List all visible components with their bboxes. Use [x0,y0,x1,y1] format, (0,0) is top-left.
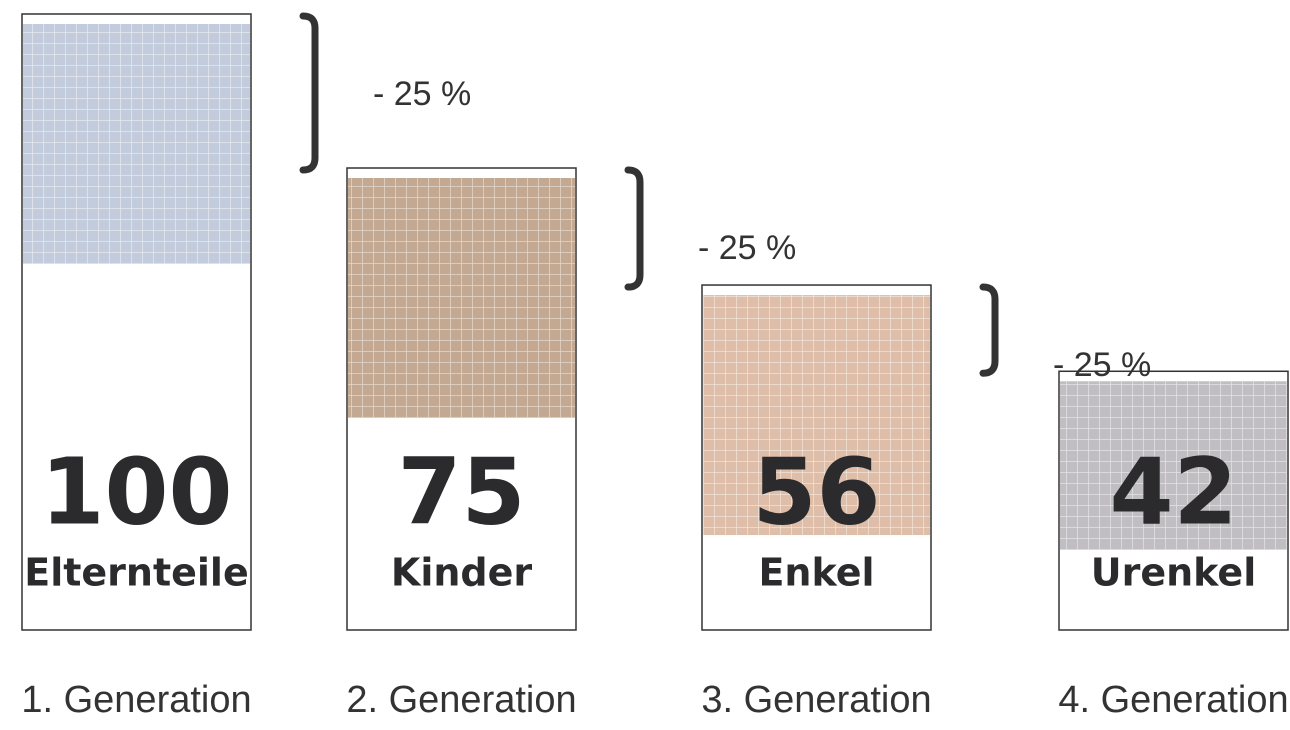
x-tick-label: 4. Generation [1058,679,1288,721]
photo-grid [23,24,250,264]
bracket [303,16,315,170]
photo-grid [348,178,575,418]
bracket [983,287,995,373]
bar-value: 100 [40,438,232,545]
page: 100 Elternteile 1. Generation 75 Kinder 2. Ge… [0,0,1290,726]
annotation: - 25 % [1053,346,1151,384]
bar-value: 42 [1109,438,1237,545]
bar-label: Enkel [758,551,874,595]
bar-value: 75 [397,438,525,545]
bar-label: Urenkel [1091,551,1256,595]
bar-label: Kinder [391,551,532,595]
annotation: - 25 % [373,75,471,113]
annotation: - 25 % [698,229,796,267]
bar-value: 56 [752,438,880,545]
chart: 100 Elternteile 1. Generation 75 Kinder 2. Ge… [0,0,1290,726]
bar-label: Elternteile [24,551,248,595]
x-tick-label: 3. Generation [701,679,931,721]
x-tick-label: 2. Generation [346,679,576,721]
bracket [628,170,640,287]
x-tick-label: 1. Generation [21,679,251,721]
